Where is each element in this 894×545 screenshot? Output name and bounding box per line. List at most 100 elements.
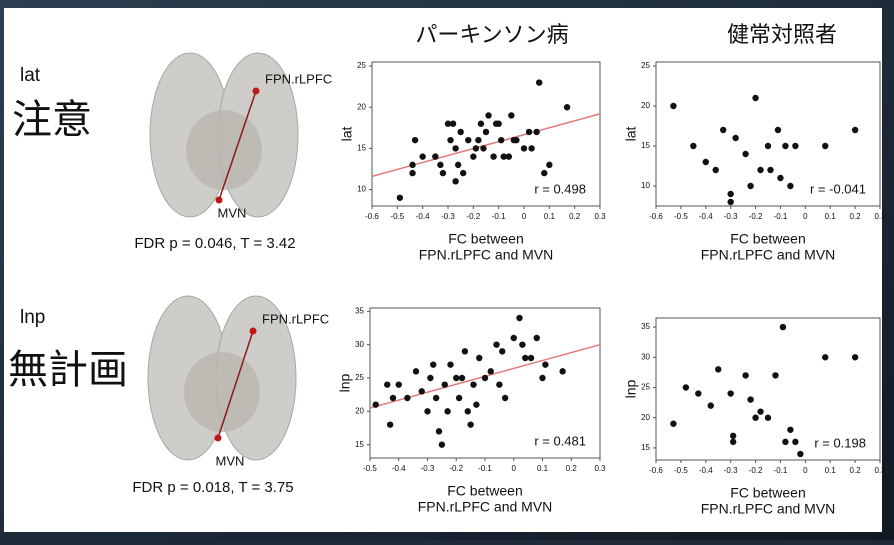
- x-tick-label: 0.3: [594, 212, 606, 221]
- point: [390, 395, 396, 401]
- content-panel: [4, 8, 882, 532]
- point: [516, 315, 522, 321]
- x-tick-label: -0.3: [421, 464, 435, 473]
- point: [747, 396, 753, 402]
- point: [564, 104, 570, 110]
- point: [447, 137, 453, 143]
- x-axis-label: FC between: [730, 231, 805, 247]
- point: [453, 375, 459, 381]
- point: [752, 415, 758, 421]
- point: [437, 162, 443, 168]
- point: [715, 366, 721, 372]
- point: [480, 145, 486, 151]
- stats: FDR p = 0.046, T = 3.42: [134, 235, 295, 252]
- point: [533, 129, 539, 135]
- point: [373, 401, 379, 407]
- point: [670, 421, 676, 427]
- x-axis-label: FC between: [730, 485, 805, 501]
- point: [852, 354, 858, 360]
- point: [720, 127, 726, 133]
- point: [732, 135, 738, 141]
- x-tick-label: -0.4: [699, 466, 713, 475]
- point: [483, 129, 489, 135]
- x-tick-label: -0.5: [674, 466, 688, 475]
- point: [787, 183, 793, 189]
- point: [506, 153, 512, 159]
- point: [452, 145, 458, 151]
- x-tick-label: 0.1: [825, 212, 837, 221]
- point: [473, 401, 479, 407]
- x-tick-label: -0.2: [466, 212, 480, 221]
- y-tick-label: 15: [641, 141, 650, 150]
- x-tick-label: -0.1: [478, 464, 492, 473]
- x-axis-label: FC between: [448, 231, 523, 247]
- point: [478, 121, 484, 127]
- point: [490, 153, 496, 159]
- y-tick-label: 35: [355, 306, 364, 315]
- x-tick-label: -0.3: [724, 466, 738, 475]
- point: [780, 324, 786, 330]
- point: [787, 427, 793, 433]
- point: [546, 162, 552, 168]
- x-tick-label: -0.3: [441, 212, 455, 221]
- point: [387, 421, 393, 427]
- point: [752, 95, 758, 101]
- x-axis-label: FPN.rLPFC and MVN: [701, 247, 836, 263]
- point: [459, 375, 465, 381]
- y-tick-label: 25: [641, 383, 650, 392]
- x-tick-label: 0.2: [566, 464, 578, 473]
- y-tick-label: 20: [357, 102, 366, 111]
- y-tick-label: 15: [641, 443, 650, 452]
- point: [765, 143, 771, 149]
- x-tick-label: 0.1: [537, 464, 549, 473]
- point: [695, 390, 701, 396]
- point: [384, 381, 390, 387]
- point: [742, 372, 748, 378]
- point: [713, 167, 719, 173]
- x-tick-label: -0.6: [649, 212, 663, 221]
- point: [502, 395, 508, 401]
- point: [528, 145, 534, 151]
- point: [409, 170, 415, 176]
- point: [427, 375, 433, 381]
- x-axis-label: FC between: [447, 483, 522, 499]
- y-tick-label: 20: [641, 101, 650, 110]
- x-axis-label: FPN.rLPFC and MVN: [701, 501, 836, 517]
- x-tick-label: 0.2: [850, 466, 862, 475]
- region-label: FPN.rLPFC: [265, 71, 332, 86]
- point: [475, 137, 481, 143]
- y-tick-label: 10: [357, 185, 366, 194]
- x-tick-label: -0.2: [749, 212, 763, 221]
- y-tick-label: 20: [355, 406, 364, 415]
- point: [430, 361, 436, 367]
- x-axis-label: FPN.rLPFC and MVN: [419, 247, 554, 263]
- point: [522, 355, 528, 361]
- point: [730, 433, 736, 439]
- point: [797, 451, 803, 457]
- point: [470, 381, 476, 387]
- point: [542, 361, 548, 367]
- x-tick-label: -0.3: [724, 212, 738, 221]
- x-tick-label: 0.3: [594, 464, 606, 473]
- x-tick-label: -0.6: [649, 466, 663, 475]
- annotation: r = -0.041: [810, 181, 866, 196]
- point: [792, 143, 798, 149]
- point: [419, 153, 425, 159]
- point: [465, 408, 471, 414]
- region-label: MVN: [216, 453, 245, 468]
- point: [496, 381, 502, 387]
- x-tick-label: 0.1: [825, 466, 837, 475]
- point: [452, 178, 458, 184]
- point: [450, 121, 456, 127]
- x-tick-label: 0: [522, 212, 527, 221]
- point: [742, 151, 748, 157]
- point: [822, 354, 828, 360]
- point: [462, 348, 468, 354]
- point: [396, 381, 402, 387]
- y-tick-label: 15: [355, 440, 364, 449]
- x-tick-label: -0.4: [699, 212, 713, 221]
- row-measure: lnp: [20, 307, 45, 328]
- x-tick-label: -0.4: [392, 464, 406, 473]
- stats: FDR p = 0.018, T = 3.75: [132, 479, 293, 496]
- x-tick-label: -0.1: [492, 212, 506, 221]
